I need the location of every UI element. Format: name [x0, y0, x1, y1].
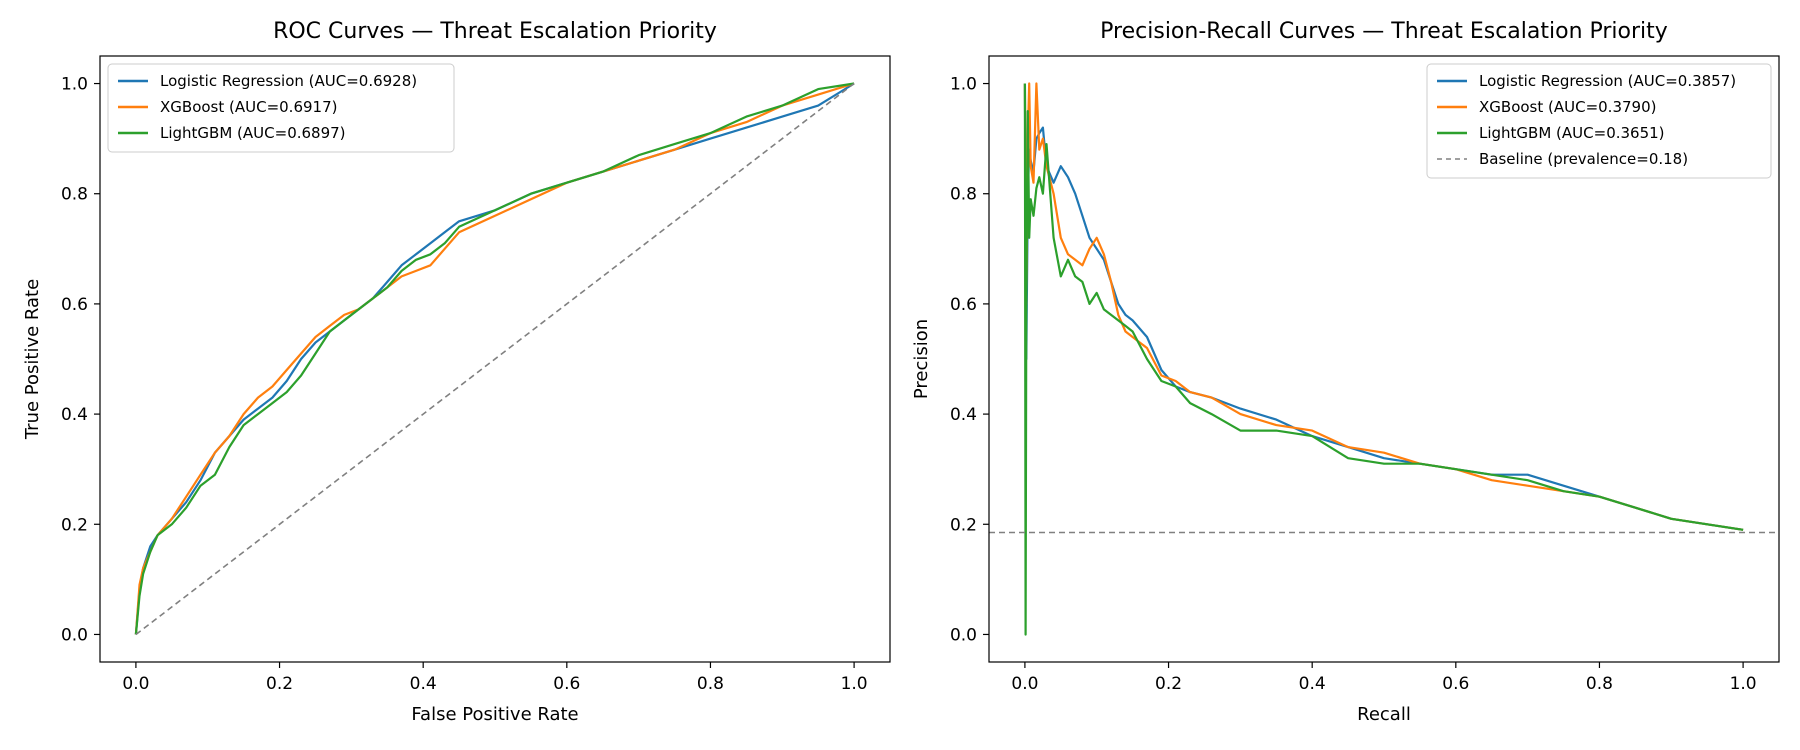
- x-tick-label: 1.0: [1730, 674, 1757, 694]
- pr-chart: Precision-Recall Curves — Threat Escalat…: [911, 19, 1780, 725]
- x-tick-label: 1.0: [841, 674, 868, 694]
- y-tick-label: 0.6: [950, 295, 977, 315]
- y-axis-label: Precision: [911, 319, 932, 399]
- x-tick-label: 0.8: [1586, 674, 1613, 694]
- x-tick-label: 0.4: [410, 674, 437, 694]
- legend-label: LightGBM (AUC=0.3651): [1479, 124, 1665, 142]
- axes-frame: [988, 55, 1780, 663]
- x-tick-label: 0.6: [553, 674, 580, 694]
- x-tick-label: 0.2: [266, 674, 293, 694]
- y-tick-label: 0.4: [950, 405, 977, 425]
- x-tick-label: 0.0: [122, 674, 149, 694]
- x-tick-label: 0.8: [697, 674, 724, 694]
- y-tick-label: 0.4: [61, 405, 88, 425]
- y-tick-label: 0.8: [61, 185, 88, 205]
- chart-title: Precision-Recall Curves — Threat Escalat…: [1100, 19, 1668, 44]
- legend-label: LightGBM (AUC=0.6897): [160, 124, 346, 142]
- axes-frame: [99, 55, 891, 663]
- x-axis-label: False Positive Rate: [411, 704, 578, 725]
- y-tick-label: 0.2: [61, 515, 88, 535]
- y-tick-label: 0.6: [61, 295, 88, 315]
- legend-label: XGBoost (AUC=0.6917): [160, 98, 337, 116]
- chance-diagonal-line: [135, 82, 855, 636]
- legend-label: Baseline (prevalence=0.18): [1479, 150, 1688, 168]
- x-axis-label: Recall: [1357, 704, 1411, 725]
- chart-title: ROC Curves — Threat Escalation Priority: [273, 19, 717, 44]
- roc-chart: ROC Curves — Threat Escalation Priority 0…: [22, 19, 891, 725]
- legend: Logistic Regression (AUC=0.6928) XGBoost …: [107, 63, 455, 153]
- series-line-1: [1023, 82, 1744, 531]
- x-tick-label: 0.6: [1442, 674, 1469, 694]
- legend-box: [107, 63, 455, 153]
- y-tick-label: 0.0: [950, 625, 977, 645]
- y-tick-label: 0.8: [950, 185, 977, 205]
- legend-label: XGBoost (AUC=0.3790): [1479, 98, 1656, 116]
- legend-box: [1426, 63, 1772, 179]
- y-tick-label: 1.0: [61, 75, 88, 95]
- x-tick-label: 0.2: [1155, 674, 1182, 694]
- y-axis-label: True Positive Rate: [22, 279, 43, 440]
- series-line-2: [1023, 83, 1744, 636]
- y-tick-label: 1.0: [950, 75, 977, 95]
- series-line-2: [134, 82, 855, 635]
- x-tick-label: 0.4: [1299, 674, 1326, 694]
- legend-label: Logistic Regression (AUC=0.3857): [1479, 72, 1736, 90]
- legend: Logistic Regression (AUC=0.3857) XGBoost …: [1426, 63, 1772, 179]
- legend-label: Logistic Regression (AUC=0.6928): [160, 72, 417, 90]
- y-tick-label: 0.2: [950, 515, 977, 535]
- y-tick-label: 0.0: [61, 625, 88, 645]
- x-tick-label: 0.0: [1011, 674, 1038, 694]
